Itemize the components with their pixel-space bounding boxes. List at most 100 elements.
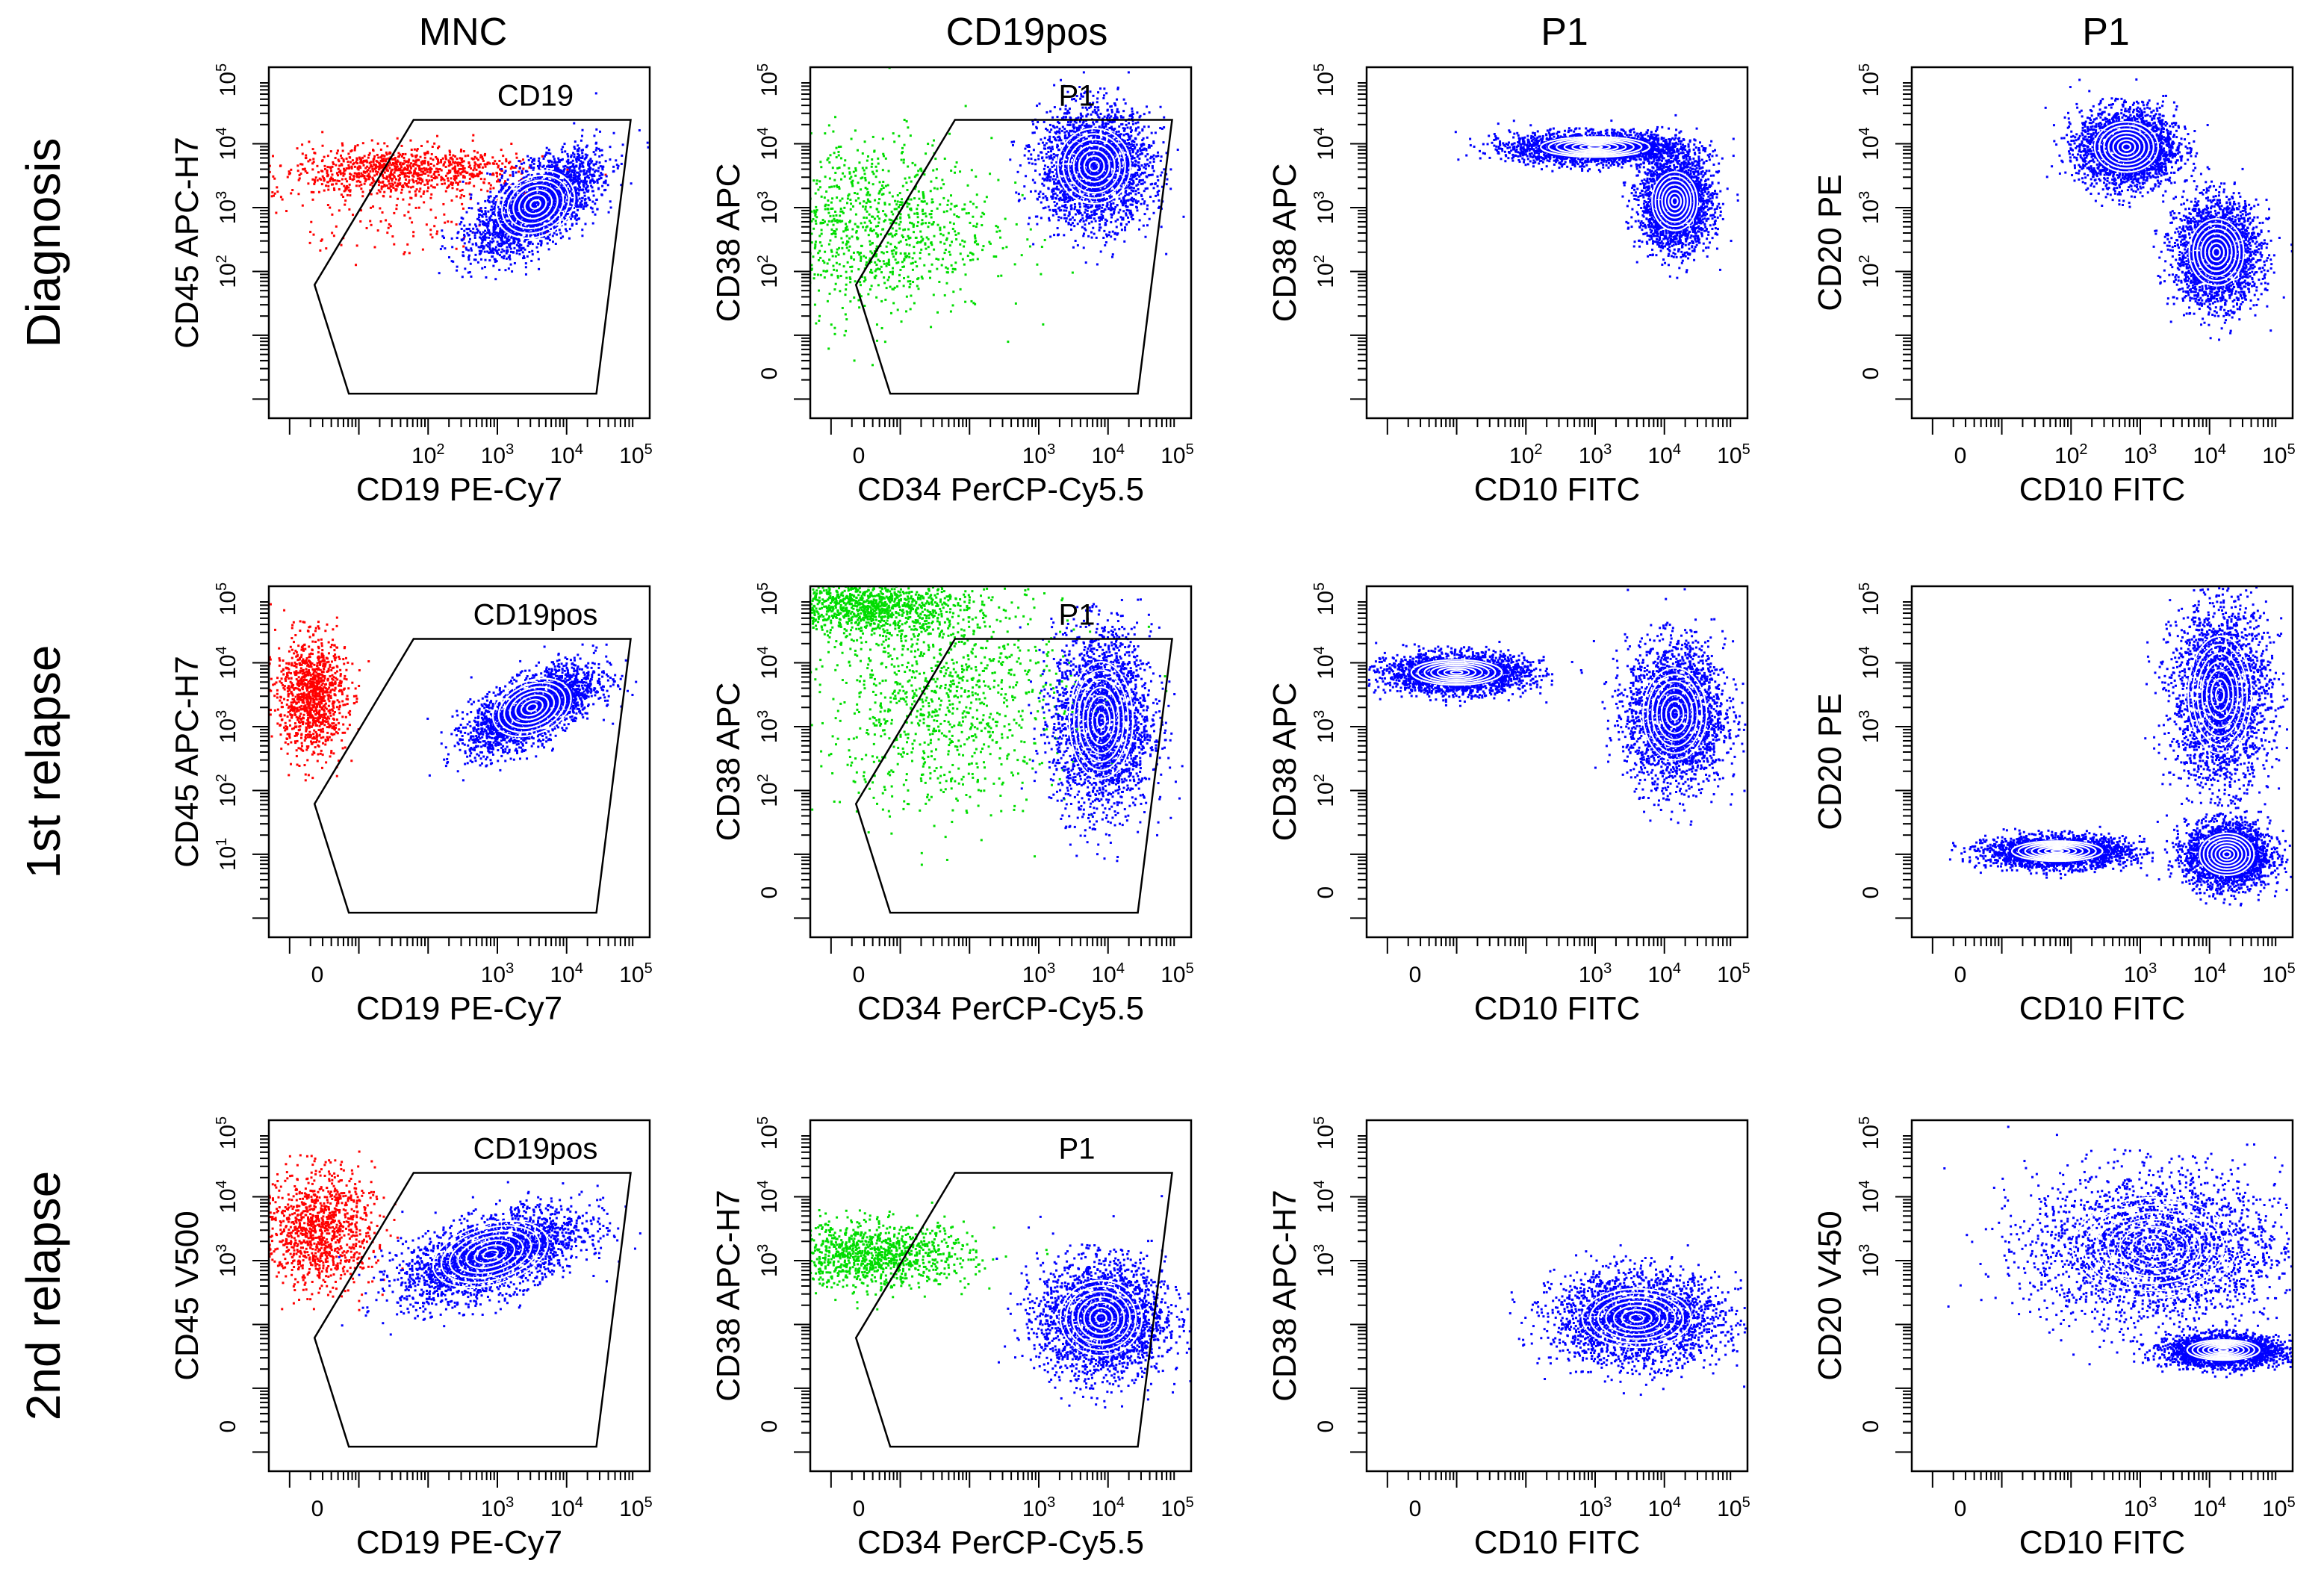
event-dot: [453, 176, 456, 179]
event-dot: [511, 190, 514, 193]
event-dot: [473, 155, 476, 158]
event-dot: [524, 273, 527, 276]
event-dot: [501, 248, 504, 251]
event-dot: [567, 155, 570, 158]
event-dot: [837, 185, 840, 188]
event-dot: [544, 167, 547, 170]
event-dot: [810, 264, 813, 267]
event-dot: [421, 248, 424, 251]
event-dot: [258, 157, 260, 159]
event-dot: [783, 249, 785, 251]
event-dot: [494, 218, 497, 221]
event-dot: [506, 250, 509, 253]
event-dot: [478, 252, 481, 255]
event-dot: [834, 232, 837, 235]
event-dot: [1152, 154, 1155, 157]
event-dot: [871, 170, 874, 173]
event-dot: [568, 207, 571, 210]
event-dot: [573, 155, 576, 158]
event-dot: [475, 225, 478, 228]
event-dot: [478, 166, 481, 169]
event-dot: [538, 267, 541, 270]
event-dot: [755, 168, 757, 170]
event-dot: [479, 231, 482, 234]
event-dot: [575, 180, 578, 183]
event-dot: [515, 193, 518, 196]
event-dot: [581, 156, 584, 159]
event-dot: [359, 175, 362, 178]
event-dot: [964, 300, 967, 303]
event-dot: [400, 188, 403, 191]
event-dot: [444, 221, 447, 224]
event-dot: [752, 268, 754, 270]
event-dot: [329, 150, 332, 153]
event-dot: [777, 253, 779, 255]
event-dot: [882, 193, 885, 196]
event-dot: [824, 132, 827, 135]
event-dot: [485, 215, 488, 218]
event-dot: [857, 197, 860, 200]
event-dot: [521, 187, 524, 190]
event-dot: [907, 214, 910, 217]
event-dot: [517, 214, 520, 217]
event-dot: [478, 171, 481, 174]
event-dot: [909, 280, 912, 283]
event-dot: [866, 159, 869, 162]
event-dot: [573, 167, 576, 170]
event-dot: [488, 182, 491, 185]
event-dot: [582, 179, 585, 182]
event-dot: [460, 148, 463, 151]
event-dot: [299, 173, 302, 176]
event-dot: [531, 188, 534, 191]
event-dot: [427, 187, 430, 190]
event-dot: [500, 215, 503, 218]
event-dot: [850, 255, 853, 258]
event-dot: [916, 211, 919, 214]
event-dot: [910, 262, 913, 265]
event-dot: [565, 209, 568, 212]
event-dot: [311, 162, 314, 165]
event-dot: [592, 173, 595, 176]
event-dot: [659, 294, 661, 296]
event-dot: [907, 228, 910, 231]
event-dot: [559, 195, 562, 198]
event-dot: [815, 216, 818, 219]
event-dot: [558, 201, 561, 204]
event-dot: [561, 158, 564, 161]
event-dot: [553, 161, 556, 164]
event-dot: [905, 119, 908, 122]
event-dot: [576, 149, 579, 152]
event-dot: [377, 181, 380, 184]
event-dot: [473, 223, 476, 226]
event-dot: [314, 176, 317, 179]
event-dot: [502, 155, 505, 158]
event-dot: [856, 237, 859, 240]
event-dot: [748, 275, 751, 277]
event-dot: [500, 237, 503, 240]
event-dot: [518, 217, 521, 220]
event-dot: [553, 169, 556, 172]
event-dot: [620, 184, 623, 187]
event-dot: [795, 209, 798, 211]
event-dot: [964, 273, 967, 276]
event-dot: [872, 135, 874, 138]
event-dot: [872, 173, 875, 176]
event-dot: [801, 204, 804, 206]
event-dot: [871, 364, 874, 367]
event-dot: [338, 170, 341, 173]
event-dot: [949, 310, 952, 313]
event-dot: [526, 155, 529, 158]
event-dot: [332, 163, 335, 166]
event-dot: [412, 163, 415, 166]
event-dot: [913, 197, 916, 200]
event-dot: [946, 203, 949, 206]
event-dot: [989, 173, 992, 176]
event-dot: [414, 163, 417, 166]
event-dot: [590, 161, 593, 164]
event-dot: [515, 152, 518, 155]
event-dot: [555, 202, 558, 205]
event-dot: [460, 217, 463, 220]
event-dot: [923, 173, 926, 176]
event-dot: [866, 198, 869, 201]
event-dot: [465, 182, 467, 185]
